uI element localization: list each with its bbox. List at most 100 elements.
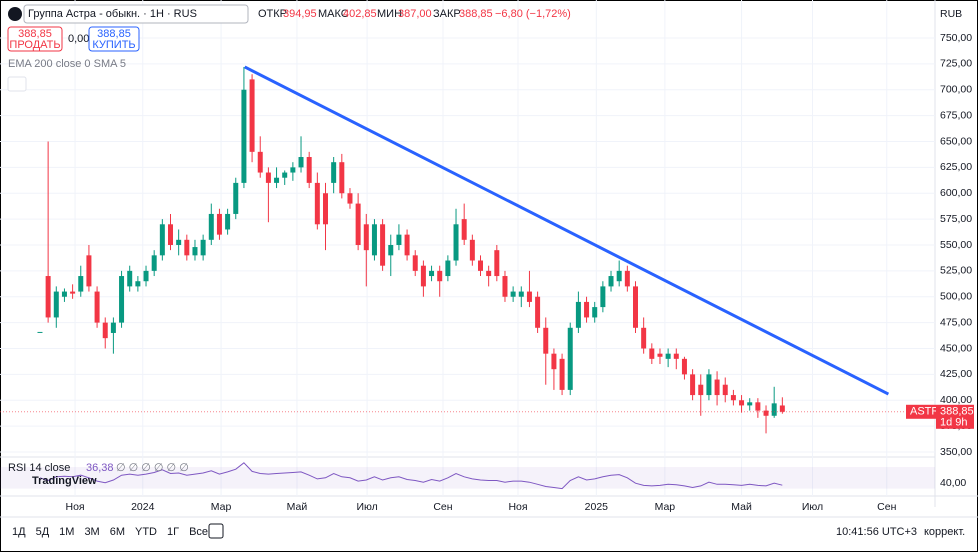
candle-body (225, 213, 231, 230)
candle-body (502, 276, 508, 297)
candle-body (739, 400, 745, 406)
candle-body (314, 182, 320, 225)
candle-body (567, 327, 573, 390)
y-tick-label: 625,00 (940, 161, 972, 173)
candle-body (624, 270, 630, 287)
range-button[interactable]: 6М (110, 526, 125, 538)
symbol[interactable]: Группа Астра - обыкн. · 1H · RUS (28, 8, 197, 20)
close: 388,85 (459, 8, 493, 20)
price-tag (936, 404, 974, 429)
low-label: МИН (377, 8, 402, 20)
range-button[interactable]: 1Г (167, 526, 179, 538)
currency: RUB (940, 8, 962, 20)
candle-body (722, 384, 728, 396)
candle-body (119, 276, 125, 323)
candle-body (461, 219, 467, 240)
candle-body (168, 224, 173, 245)
symbol-box[interactable] (23, 4, 249, 24)
candle-body (690, 374, 696, 396)
candle-body (306, 157, 312, 183)
candle-body (535, 296, 541, 328)
range-button[interactable]: 3М (84, 526, 99, 538)
candle-body (200, 239, 206, 256)
candle-body (37, 331, 43, 333)
candle-body (510, 291, 516, 297)
candle-body (600, 286, 606, 308)
candle-body (755, 402, 761, 411)
candle-body (779, 405, 785, 412)
tradingview-logo: TradingView (32, 475, 97, 487)
sell-label[interactable]: ПРОДАТЬ (9, 39, 60, 51)
candle-body (331, 162, 337, 183)
range-button[interactable]: 1М (59, 526, 74, 538)
candle-body (437, 270, 443, 282)
candle-body (347, 193, 353, 204)
change: −6,80 (−1,72%) (495, 8, 571, 20)
buy-button[interactable] (88, 26, 140, 52)
x-tick-label: Мар (211, 501, 232, 513)
rsi-tick-label: 40,00 (940, 477, 966, 489)
candle-body (412, 255, 418, 271)
candle-body (584, 301, 590, 318)
x-tick-label: 2024 (131, 501, 155, 513)
candle-body (486, 270, 492, 277)
price-tag-ticker: ASTR (910, 406, 939, 418)
open: 394,95 (283, 8, 317, 20)
collapse-button[interactable] (7, 76, 27, 92)
price-tag-price: 388,85 (940, 406, 974, 418)
rsi-extra: ∅ ∅ ∅ ∅ ∅ ∅ (116, 462, 189, 474)
candle-body (420, 265, 426, 287)
candle-body (559, 358, 565, 390)
candle-body (151, 255, 157, 271)
candle-body (551, 353, 557, 370)
y-tick-label: 400,00 (940, 394, 972, 406)
candle-body (730, 395, 736, 401)
low: 387,00 (398, 8, 432, 20)
spread: 0,00 (68, 33, 89, 45)
candle-body (135, 281, 141, 287)
candle-body (649, 348, 655, 359)
candle-body (339, 162, 345, 194)
range-button[interactable]: 5Д (36, 526, 50, 538)
x-tick-label: Май (731, 501, 752, 513)
high: 402,85 (343, 8, 377, 20)
candle-body (176, 239, 182, 245)
range-button[interactable]: YTD (135, 526, 157, 538)
candle-body (45, 276, 51, 318)
candle-body (192, 247, 198, 256)
range-button[interactable]: Все (189, 526, 208, 538)
candle-body (747, 402, 753, 406)
candle-body (608, 276, 614, 287)
candle-body (61, 291, 67, 297)
candle-body (290, 167, 296, 173)
candle-body (681, 358, 687, 375)
rsi-label: RSI 14 close (8, 462, 70, 474)
sell-price[interactable]: 388,85 (18, 28, 52, 40)
y-tick-label: 525,00 (940, 265, 972, 277)
candle-body (453, 224, 459, 261)
x-tick-label: Сен (433, 501, 452, 513)
buy-price[interactable]: 388,85 (97, 28, 131, 40)
candle-body (127, 270, 133, 287)
candle-body (216, 213, 222, 235)
buy-label[interactable]: КУПИТЬ (92, 39, 135, 51)
candle-body (641, 327, 647, 349)
candle-body (110, 322, 116, 333)
candle-body (102, 322, 108, 339)
sell-button[interactable] (7, 26, 63, 52)
y-tick-label: 500,00 (940, 291, 972, 303)
candle-body (86, 255, 92, 287)
candle-body (673, 353, 679, 359)
candle-body (274, 177, 280, 183)
candle-body (404, 234, 410, 256)
date-picker[interactable] (208, 523, 224, 539)
price-tag (906, 404, 936, 419)
candle-body (396, 234, 402, 245)
candle-body (265, 172, 271, 183)
x-tick-label: Июл (802, 501, 823, 513)
adjust-mode[interactable]: коррект. (924, 526, 965, 538)
candle-body (53, 291, 59, 318)
y-tick-label: 475,00 (940, 316, 972, 328)
range-button[interactable]: 1Д (12, 526, 26, 538)
